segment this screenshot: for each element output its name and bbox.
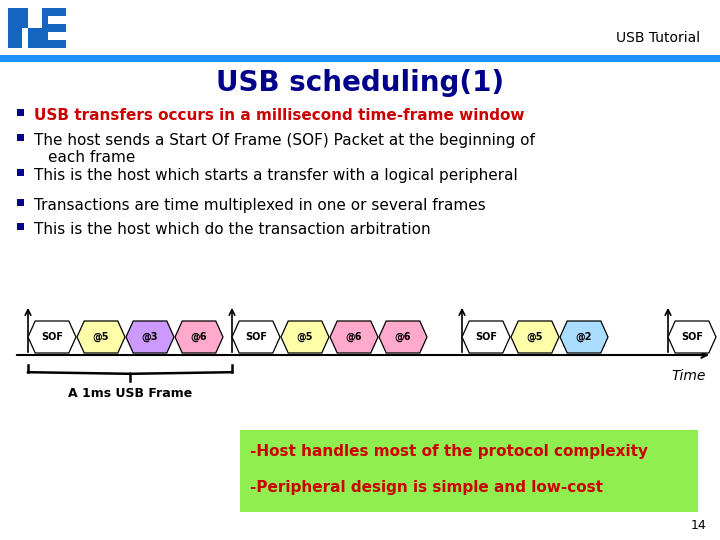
- Polygon shape: [379, 321, 427, 353]
- Text: Transactions are time multiplexed in one or several frames: Transactions are time multiplexed in one…: [34, 198, 486, 213]
- Bar: [17, 109, 24, 116]
- Text: -Host handles most of the protocol complexity: -Host handles most of the protocol compl…: [250, 444, 648, 459]
- Text: Time: Time: [672, 369, 706, 383]
- Bar: [22, 8, 28, 28]
- Text: SOF: SOF: [475, 332, 497, 342]
- Text: SOF: SOF: [245, 332, 267, 342]
- Bar: [28, 28, 42, 48]
- Text: @5: @5: [527, 332, 544, 342]
- Text: -Peripheral design is simple and low-cost: -Peripheral design is simple and low-cos…: [250, 480, 603, 495]
- Polygon shape: [281, 321, 329, 353]
- Text: USB transfers occurs in a millisecond time-frame window: USB transfers occurs in a millisecond ti…: [34, 108, 524, 123]
- Polygon shape: [330, 321, 378, 353]
- Polygon shape: [126, 321, 174, 353]
- Bar: [42, 8, 48, 48]
- Text: @5: @5: [93, 332, 109, 342]
- Polygon shape: [511, 321, 559, 353]
- Bar: [8, 8, 22, 48]
- Text: 14: 14: [690, 519, 706, 532]
- Text: @6: @6: [346, 332, 362, 342]
- Text: USB scheduling(1): USB scheduling(1): [216, 69, 504, 97]
- Bar: [17, 199, 24, 206]
- Text: The host sends a Start Of Frame (SOF) Packet at the beginning of: The host sends a Start Of Frame (SOF) Pa…: [34, 133, 535, 148]
- Polygon shape: [77, 321, 125, 353]
- Bar: [48, 24, 66, 32]
- Polygon shape: [560, 321, 608, 353]
- Bar: [0, 55, 720, 62]
- Text: @6: @6: [395, 332, 411, 342]
- Text: A 1ms USB Frame: A 1ms USB Frame: [68, 387, 192, 400]
- Polygon shape: [668, 321, 716, 353]
- Bar: [17, 169, 24, 176]
- Bar: [17, 223, 24, 230]
- Text: This is the host which starts a transfer with a logical peripheral: This is the host which starts a transfer…: [34, 168, 518, 183]
- Polygon shape: [28, 321, 76, 353]
- Bar: [240, 430, 698, 512]
- Text: @2: @2: [576, 332, 593, 342]
- Text: @3: @3: [142, 332, 158, 342]
- Text: @6: @6: [191, 332, 207, 342]
- Bar: [48, 40, 66, 48]
- Bar: [48, 8, 66, 16]
- Polygon shape: [232, 321, 280, 353]
- Polygon shape: [175, 321, 223, 353]
- Polygon shape: [462, 321, 510, 353]
- Text: @5: @5: [297, 332, 313, 342]
- Text: USB Tutorial: USB Tutorial: [616, 31, 700, 45]
- Text: This is the host which do the transaction arbitration: This is the host which do the transactio…: [34, 222, 431, 237]
- Bar: [17, 134, 24, 141]
- Text: SOF: SOF: [41, 332, 63, 342]
- Text: each frame: each frame: [48, 150, 135, 165]
- Text: SOF: SOF: [681, 332, 703, 342]
